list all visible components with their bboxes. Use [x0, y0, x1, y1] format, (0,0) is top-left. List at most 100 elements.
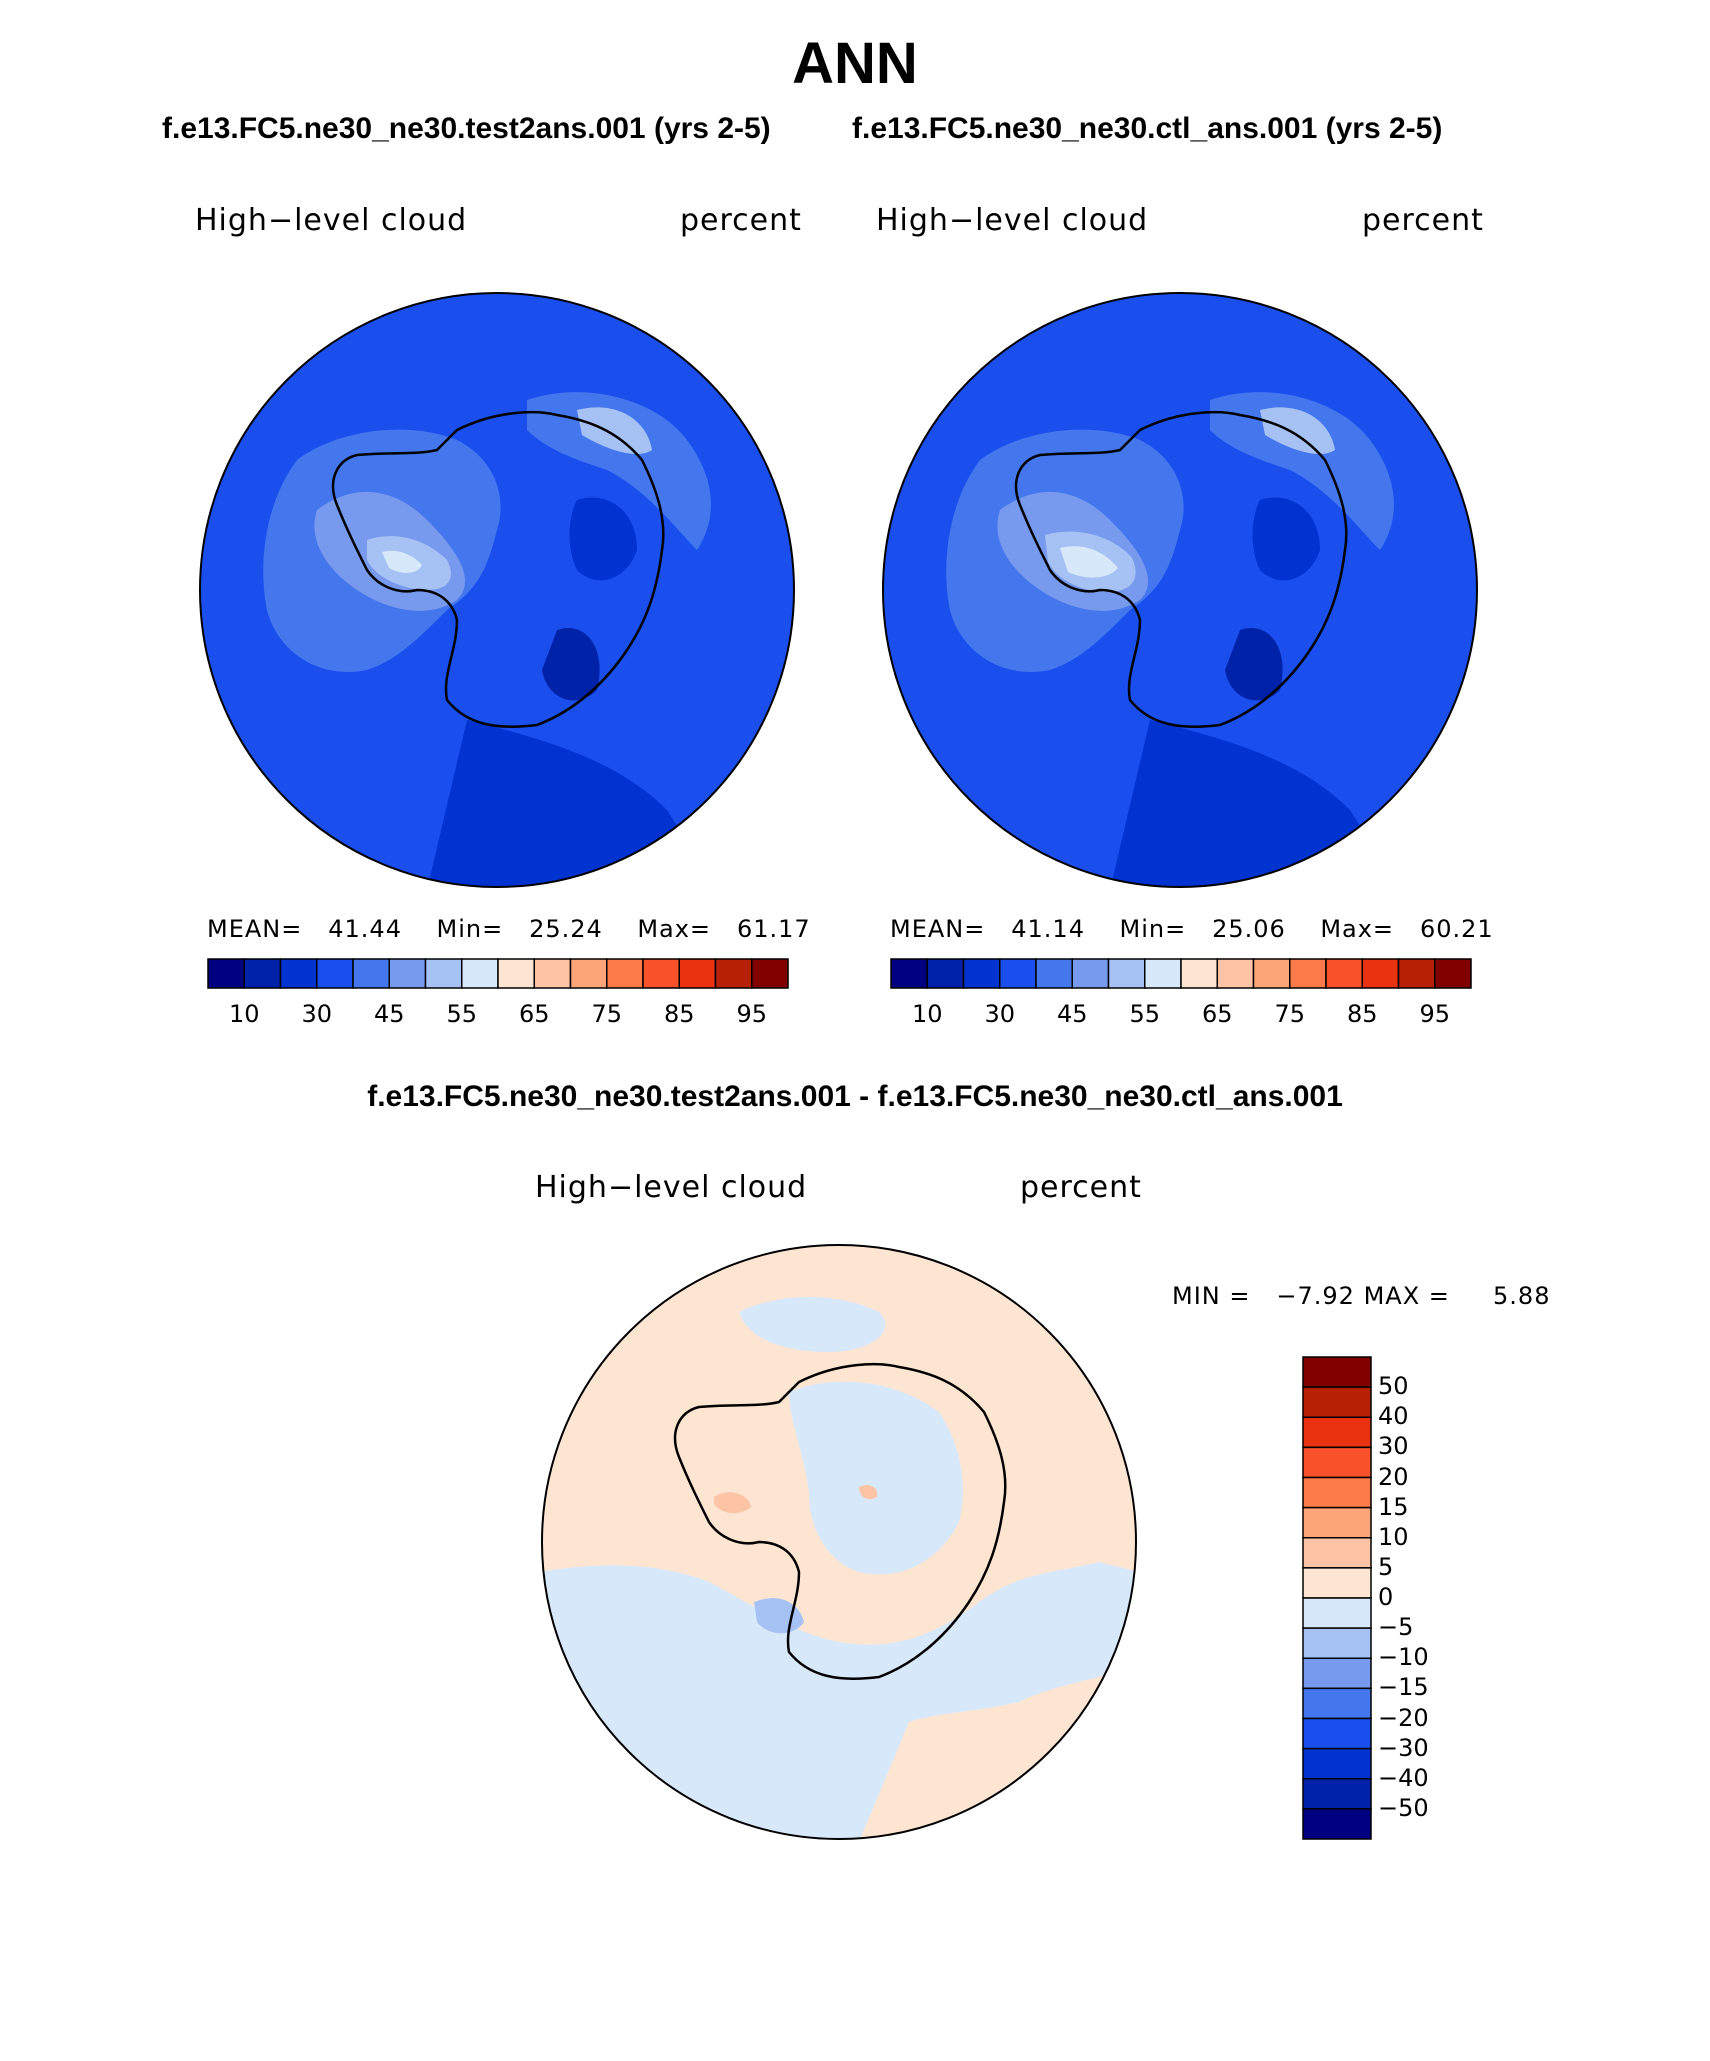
- colorbar-swatch: [1071, 958, 1110, 989]
- colorbar-swatch: [1302, 1476, 1372, 1509]
- right-min-label: Min=: [1119, 915, 1187, 943]
- colorbar-swatch: [1302, 1537, 1372, 1569]
- colorbar-tick-label: 10: [1378, 1522, 1409, 1551]
- map-fill-band: [1060, 546, 1118, 578]
- map-fill-band: [859, 1485, 878, 1500]
- right-max-label: Max=: [1320, 915, 1395, 943]
- colorbar-swatch: [533, 958, 572, 989]
- colorbar-tick-label: 40: [1378, 1402, 1409, 1431]
- colorbar-tick-label: 85: [1346, 1000, 1378, 1028]
- left-panel-case-title: f.e13.FC5.ne30_ne30.test2ans.001 (yrs 2-…: [162, 112, 771, 145]
- colorbar-swatch: [1397, 958, 1436, 989]
- colorbar-swatch: [1325, 958, 1363, 989]
- map-fill-band: [527, 392, 711, 550]
- right-colorbar: [890, 958, 1472, 989]
- colorbar-swatch: [678, 958, 717, 989]
- map-fill-band: [382, 550, 422, 573]
- antarctica-coastline: [331, 411, 665, 728]
- left-stats: MEAN= 41.44 Min= 25.24 Max= 61.17: [207, 915, 811, 943]
- colorbar-swatch: [1302, 1567, 1372, 1599]
- colorbar-swatch: [1216, 958, 1255, 989]
- colorbar-swatch: [1035, 958, 1073, 989]
- colorbar-tick-label: 10: [911, 1000, 943, 1028]
- map-fill-band: [542, 1562, 1136, 1839]
- colorbar-swatch: [569, 958, 608, 989]
- colorbar-swatch: [606, 958, 644, 989]
- left-mean-label: MEAN=: [207, 915, 303, 943]
- colorbar-tick-label: −20: [1378, 1703, 1429, 1732]
- colorbar-swatch: [642, 958, 680, 989]
- colorbar-tick-label: 10: [228, 1000, 260, 1028]
- left-min-value: 25.24: [529, 915, 603, 943]
- colorbar-tick-label: −50: [1378, 1793, 1429, 1822]
- colorbar-swatch: [1302, 1778, 1372, 1810]
- diff-min-value: −7.92: [1276, 1282, 1355, 1310]
- right-stats: MEAN= 41.14 Min= 25.06 Max= 60.21: [890, 915, 1494, 943]
- diff-min-max: MIN = −7.92 MAX = 5.88: [1172, 1282, 1550, 1310]
- colorbar-swatch: [1302, 1446, 1372, 1479]
- diff-max-value: 5.88: [1493, 1282, 1551, 1310]
- colorbar-tick-label: 30: [984, 1000, 1016, 1028]
- diff-units-label: percent: [1020, 1170, 1142, 1205]
- right-mean-label: MEAN=: [890, 915, 986, 943]
- colorbar-swatch: [424, 958, 463, 989]
- colorbar-swatch: [1289, 958, 1327, 989]
- right-max-value: 60.21: [1419, 915, 1494, 943]
- antarctica-coastline: [1014, 411, 1348, 728]
- colorbar-swatch: [1302, 1687, 1372, 1720]
- left-min-label: Min=: [436, 915, 504, 943]
- colorbar-swatch: [714, 958, 753, 989]
- colorbar-swatch: [1302, 1356, 1372, 1388]
- difference-colorbar: [1302, 1356, 1372, 1840]
- colorbar-swatch: [1302, 1808, 1372, 1840]
- right-mean-value: 41.14: [1011, 915, 1085, 943]
- antarctica-coastline: [673, 1363, 1007, 1680]
- map-fill-band: [754, 1598, 804, 1634]
- colorbar-swatch: [316, 958, 354, 989]
- colorbar-swatch: [1302, 1657, 1372, 1690]
- right-variable-label: High−level cloud: [876, 203, 1149, 238]
- colorbar-swatch: [1107, 958, 1146, 989]
- colorbar-swatch: [461, 958, 499, 989]
- colorbar-swatch: [751, 958, 789, 989]
- colorbar-swatch: [999, 958, 1037, 989]
- colorbar-tick-label: 55: [446, 1000, 478, 1028]
- diff-variable-label: High−level cloud: [535, 1170, 808, 1205]
- left-max-label: Max=: [637, 915, 712, 943]
- right-panel-case-title: f.e13.FC5.ne30_ne30.ctl_ans.001 (yrs 2-5…: [852, 112, 1443, 145]
- colorbar-tick-label: −30: [1378, 1733, 1429, 1762]
- map-fill-band: [577, 407, 652, 455]
- colorbar-swatch: [962, 958, 1001, 989]
- left-variable-label: High−level cloud: [195, 203, 468, 238]
- map-fill-band: [714, 1492, 751, 1514]
- left-units-label: percent: [680, 203, 802, 238]
- map-fill-band: [789, 1381, 963, 1575]
- colorbar-tick-label: 95: [1419, 1000, 1451, 1028]
- colorbar-tick-label: 75: [591, 1000, 623, 1028]
- left-colorbar: [207, 958, 789, 989]
- map-fill-band: [1210, 392, 1394, 550]
- colorbar-swatch: [1302, 1386, 1372, 1418]
- map-fill-band: [1260, 407, 1335, 455]
- colorbar-tick-label: 45: [373, 1000, 405, 1028]
- right-polar-map: [882, 292, 1478, 888]
- diff-min-label: MIN =: [1172, 1282, 1251, 1310]
- colorbar-tick-label: 20: [1378, 1462, 1409, 1491]
- colorbar-tick-label: −15: [1378, 1673, 1429, 1702]
- colorbar-swatch: [1302, 1597, 1372, 1629]
- map-fill-band: [1252, 497, 1320, 581]
- colorbar-tick-label: 55: [1129, 1000, 1161, 1028]
- colorbar-tick-label: 15: [1378, 1492, 1409, 1521]
- colorbar-tick-label: 45: [1056, 1000, 1088, 1028]
- right-min-value: 25.06: [1212, 915, 1286, 943]
- map-fill-band: [1225, 628, 1283, 701]
- difference-polar-map: [541, 1244, 1137, 1840]
- colorbar-swatch: [890, 958, 928, 989]
- colorbar-swatch: [1180, 958, 1218, 989]
- colorbar-tick-label: 75: [1274, 1000, 1306, 1028]
- main-title: ANN: [792, 31, 918, 96]
- colorbar-swatch: [497, 958, 535, 989]
- colorbar-swatch: [243, 958, 282, 989]
- map-fill-band: [542, 628, 600, 701]
- colorbar-swatch: [279, 958, 318, 989]
